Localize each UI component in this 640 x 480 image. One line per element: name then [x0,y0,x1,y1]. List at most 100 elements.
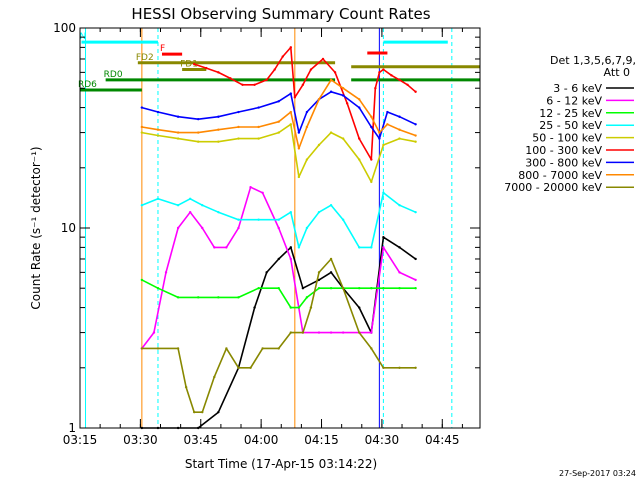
generation-timestamp: 27-Sep-2017 03:24 [559,469,636,478]
data-point-6-12-kev-1 [152,331,156,334]
data-point-100-300-kev-13 [321,57,325,61]
data-point-7000-20000-kev-21 [398,366,401,369]
data-point-12-25-kev-17 [398,287,401,290]
data-point-3-6-kev-6 [253,306,256,309]
data-point-50-100-kev-0 [140,131,144,134]
state-label-fd2: FD2 [136,53,154,63]
data-point-7000-20000-kev-9 [249,366,252,369]
data-point-50-100-kev-1 [156,134,160,137]
data-point-6-12-kev-4 [188,210,192,214]
data-point-50-100-kev-11 [317,143,321,147]
data-point-7000-20000-kev-3 [184,385,188,389]
data-point-6-12-kev-8 [237,226,240,230]
data-point-100-300-kev-16 [358,137,361,140]
data-point-800-7000-kev-15 [370,115,373,118]
data-point-7000-20000-kev-5 [201,410,204,414]
data-point-800-7000-kev-9 [297,147,301,150]
data-point-25-50-kev-1 [156,197,160,200]
data-point-6-12-kev-20 [398,271,401,274]
data-point-12-25-kev-3 [197,296,200,299]
series-line-25-50-kev [141,192,416,249]
data-point-6-12-kev-16 [341,331,345,334]
data-point-50-100-kev-15 [370,180,373,184]
data-point-100-300-kev-6 [265,78,268,82]
data-point-25-50-kev-13 [329,204,333,207]
data-point-50-100-kev-10 [305,158,309,161]
data-point-25-50-kev-15 [358,246,361,249]
data-point-800-7000-kev-17 [386,123,389,126]
x-tick-label: 04:00 [244,433,279,447]
data-point-7000-20000-kev-16 [329,257,333,261]
data-point-7000-20000-kev-17 [341,287,345,290]
data-point-800-7000-kev-3 [197,131,200,134]
data-point-300-800-kev-2 [176,115,180,118]
data-point-100-300-kev-12 [309,68,313,71]
data-point-6-12-kev-12 [289,257,293,261]
data-point-100-300-kev-8 [281,55,284,58]
data-point-100-300-kev-9 [289,46,293,49]
data-point-100-300-kev-4 [241,83,244,86]
data-point-300-800-kev-13 [341,94,345,97]
data-point-50-100-kev-4 [217,140,220,143]
data-point-6-12-kev-21 [414,278,417,282]
x-tick-label: 03:15 [63,433,98,447]
data-point-25-50-kev-0 [140,204,144,207]
data-point-100-300-kev-5 [253,83,256,86]
legend-header-line-2: Att 0 [604,66,630,79]
data-point-25-50-kev-11 [305,226,309,230]
legend-label-50-100-kev: 50 - 100 keV [532,132,602,145]
data-point-25-50-kev-9 [289,210,293,214]
data-point-100-300-kev-18 [374,87,377,90]
data-point-12-25-kev-10 [305,296,309,299]
data-point-50-100-kev-8 [289,123,293,126]
legend-label-7000-20000-kev: 7000 - 20000 keV [504,181,602,194]
data-point-25-50-kev-19 [414,210,417,214]
data-point-25-50-kev-10 [297,246,301,249]
data-point-300-800-kev-10 [305,110,309,114]
data-point-50-100-kev-17 [398,137,401,140]
data-point-100-300-kev-23 [406,83,409,86]
axes: 03:15 03:30 03:45 04:00 04:15 04:30 04:45 1 10 10… [53,21,480,447]
y-tick-label: 10 [61,221,76,235]
data-point-12-25-kev-16 [382,287,385,290]
data-point-7000-20000-kev-7 [225,347,228,350]
data-point-12-25-kev-1 [156,287,160,290]
data-point-50-100-kev-18 [414,140,417,143]
x-tick-label: 03:30 [123,433,158,447]
data-point-100-300-kev-2 [217,71,220,74]
data-point-25-50-kev-6 [237,218,240,221]
data-point-800-7000-kev-19 [414,134,417,137]
data-point-800-7000-kev-1 [156,128,160,131]
data-point-100-300-kev-10 [293,96,297,99]
data-point-6-12-kev-3 [176,226,180,230]
data-point-3-6-kev-4 [217,410,220,414]
data-point-800-7000-kev-2 [176,131,180,134]
y-tick-label: 1 [68,421,76,435]
data-point-100-300-kev-11 [301,83,305,86]
data-point-300-800-kev-5 [237,110,240,114]
data-point-300-800-kev-3 [197,117,200,121]
data-point-800-7000-kev-6 [257,125,260,129]
y-tick-label: 100 [53,21,76,35]
data-point-25-50-kev-17 [382,191,385,194]
data-point-7000-20000-kev-18 [358,331,361,334]
data-point-3-6-kev-17 [398,246,401,249]
legend-label-6-12-kev: 6 - 12 keV [546,94,602,107]
data-point-300-800-kev-1 [156,110,160,114]
data-point-7000-20000-kev-8 [237,366,240,369]
data-point-25-50-kev-3 [188,197,192,200]
state-label-rd6: RD6 [78,80,97,90]
data-point-12-25-kev-6 [257,287,260,290]
data-point-6-12-kev-14 [317,331,321,334]
series-line-800-7000-kev [141,79,416,150]
data-point-3-6-kev-8 [277,257,280,261]
y-axis-label: Count Rate (s⁻¹ detector⁻¹) [29,146,43,309]
data-point-50-100-kev-16 [382,143,385,147]
data-point-3-6-kev-14 [358,306,361,309]
series-line-3-6-kev [141,236,417,429]
data-point-300-800-kev-14 [358,106,361,109]
data-point-7000-20000-kev-12 [289,331,293,334]
legend-header-line-1: Det 1,3,5,6,7,9, [550,54,636,67]
state-label-fd1: FD1 [180,60,198,70]
